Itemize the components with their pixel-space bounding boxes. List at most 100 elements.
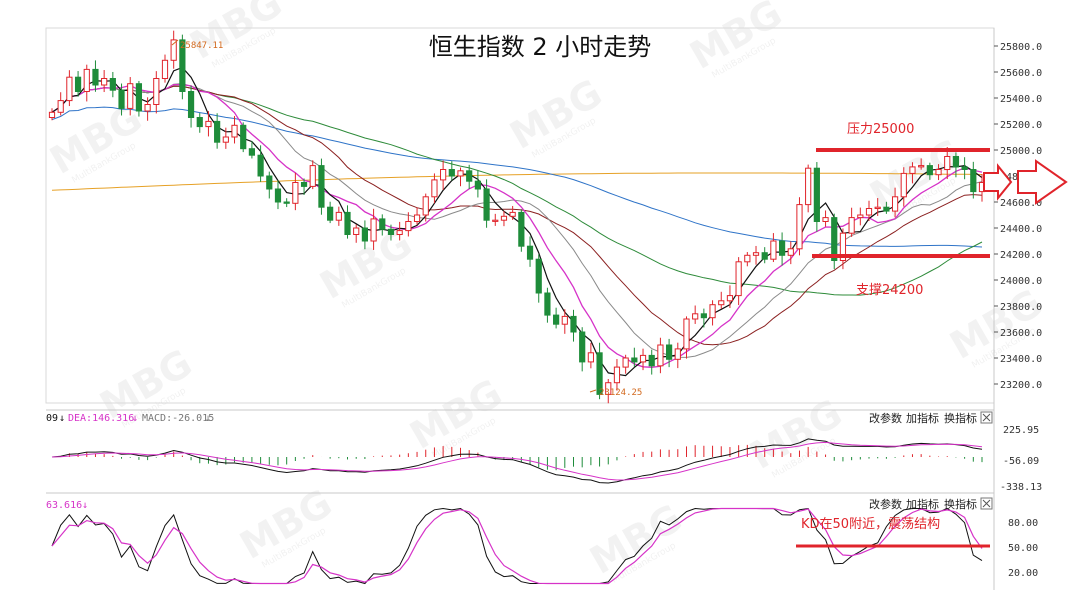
candle <box>344 205 351 239</box>
candle <box>883 201 890 214</box>
candle <box>535 254 542 303</box>
candle-body <box>187 91 195 118</box>
candle-body <box>579 331 586 363</box>
candle <box>657 337 664 374</box>
candle-body <box>396 230 403 236</box>
candle-body <box>387 228 395 236</box>
ma10-line <box>51 83 983 368</box>
candle-body <box>752 252 760 256</box>
candle <box>205 111 212 137</box>
candle <box>248 141 256 159</box>
candle <box>683 316 690 359</box>
high-price-label: 25847.11 <box>180 41 223 51</box>
candle-body <box>883 206 890 212</box>
candle-body <box>648 354 655 367</box>
y-tick-label: 25800.0 <box>1000 42 1042 53</box>
candle-body <box>431 179 438 198</box>
macd-dea-line <box>51 441 983 481</box>
kd-axis: 80.00 50.00 20.00 <box>1008 518 1038 579</box>
candle <box>605 379 612 404</box>
candle <box>231 116 238 144</box>
candle <box>327 201 334 224</box>
candle-body <box>596 352 603 395</box>
candle-body <box>944 156 951 170</box>
candle-body <box>822 217 829 223</box>
candle-body <box>970 169 977 193</box>
candle <box>874 198 881 216</box>
candle-body <box>240 124 247 150</box>
candle-body <box>48 111 56 119</box>
candle <box>770 233 777 263</box>
candle <box>466 164 473 189</box>
candle-body <box>379 218 386 230</box>
kd-edit-params-button[interactable]: 改参数 <box>869 497 902 511</box>
candle <box>66 70 73 107</box>
candle-body <box>440 169 447 181</box>
macd-add-indicator-button[interactable]: 加指标 <box>906 411 939 425</box>
candle <box>440 160 447 190</box>
candle <box>752 245 760 265</box>
candle-body <box>622 357 629 368</box>
candle <box>813 162 820 232</box>
candle <box>474 170 481 198</box>
kd-d-line <box>51 507 983 585</box>
candle <box>631 347 638 367</box>
candle-body <box>509 211 516 217</box>
candle <box>970 161 977 199</box>
candle <box>926 162 933 180</box>
candle <box>422 193 429 222</box>
kd-add-indicator-button[interactable]: 加指标 <box>906 497 939 511</box>
y-tick-label: 25000.0 <box>1000 146 1042 157</box>
candle-body <box>961 166 968 170</box>
candle-body <box>109 78 116 91</box>
close-icon[interactable] <box>980 411 993 424</box>
y-tick-label: 25200.0 <box>1000 120 1042 131</box>
y-tick-label: 23400.0 <box>1000 354 1042 365</box>
candle-body <box>83 68 90 93</box>
close-icon[interactable] <box>980 497 993 510</box>
candle-body <box>74 76 82 92</box>
candle-body <box>66 76 73 102</box>
macd-edit-params-button[interactable]: 改参数 <box>869 411 902 425</box>
candle-body <box>222 136 229 143</box>
candle <box>379 214 386 236</box>
candle <box>613 359 621 391</box>
candle-body <box>657 344 664 367</box>
candle <box>101 70 108 93</box>
candle <box>952 152 960 178</box>
candle-body <box>274 188 282 203</box>
candle-body <box>135 83 143 112</box>
candle <box>831 213 838 270</box>
kd-tick: 80.00 <box>1008 518 1038 529</box>
candle-body <box>831 217 838 262</box>
candle-body <box>770 240 777 260</box>
candle <box>74 71 82 97</box>
candle <box>292 172 299 211</box>
macd-switch-indicator-button[interactable]: 换指标 <box>944 411 977 425</box>
candle-body <box>726 295 734 302</box>
candle-body <box>127 83 134 109</box>
candle <box>674 342 681 369</box>
candle-body <box>874 206 881 209</box>
kd-switch-indicator-button[interactable]: 换指标 <box>944 497 977 511</box>
candle <box>431 173 438 204</box>
candle <box>448 161 455 181</box>
moving-averages <box>51 66 983 377</box>
candle <box>561 309 568 334</box>
candle-body <box>518 211 525 247</box>
candle-body <box>526 245 534 260</box>
candle <box>118 83 125 116</box>
candle <box>726 285 734 309</box>
macd-tick: -56.09 <box>1003 456 1039 467</box>
down-arrow-icon: ↓ <box>205 413 211 424</box>
candle-body <box>266 175 273 190</box>
y-tick-label: 25600.0 <box>1000 68 1042 79</box>
candle <box>935 164 942 181</box>
candle <box>796 197 803 256</box>
candlesticks <box>48 30 986 404</box>
high-callout: 25847.11 <box>171 39 223 51</box>
trend-arrow-icon <box>983 159 1068 205</box>
